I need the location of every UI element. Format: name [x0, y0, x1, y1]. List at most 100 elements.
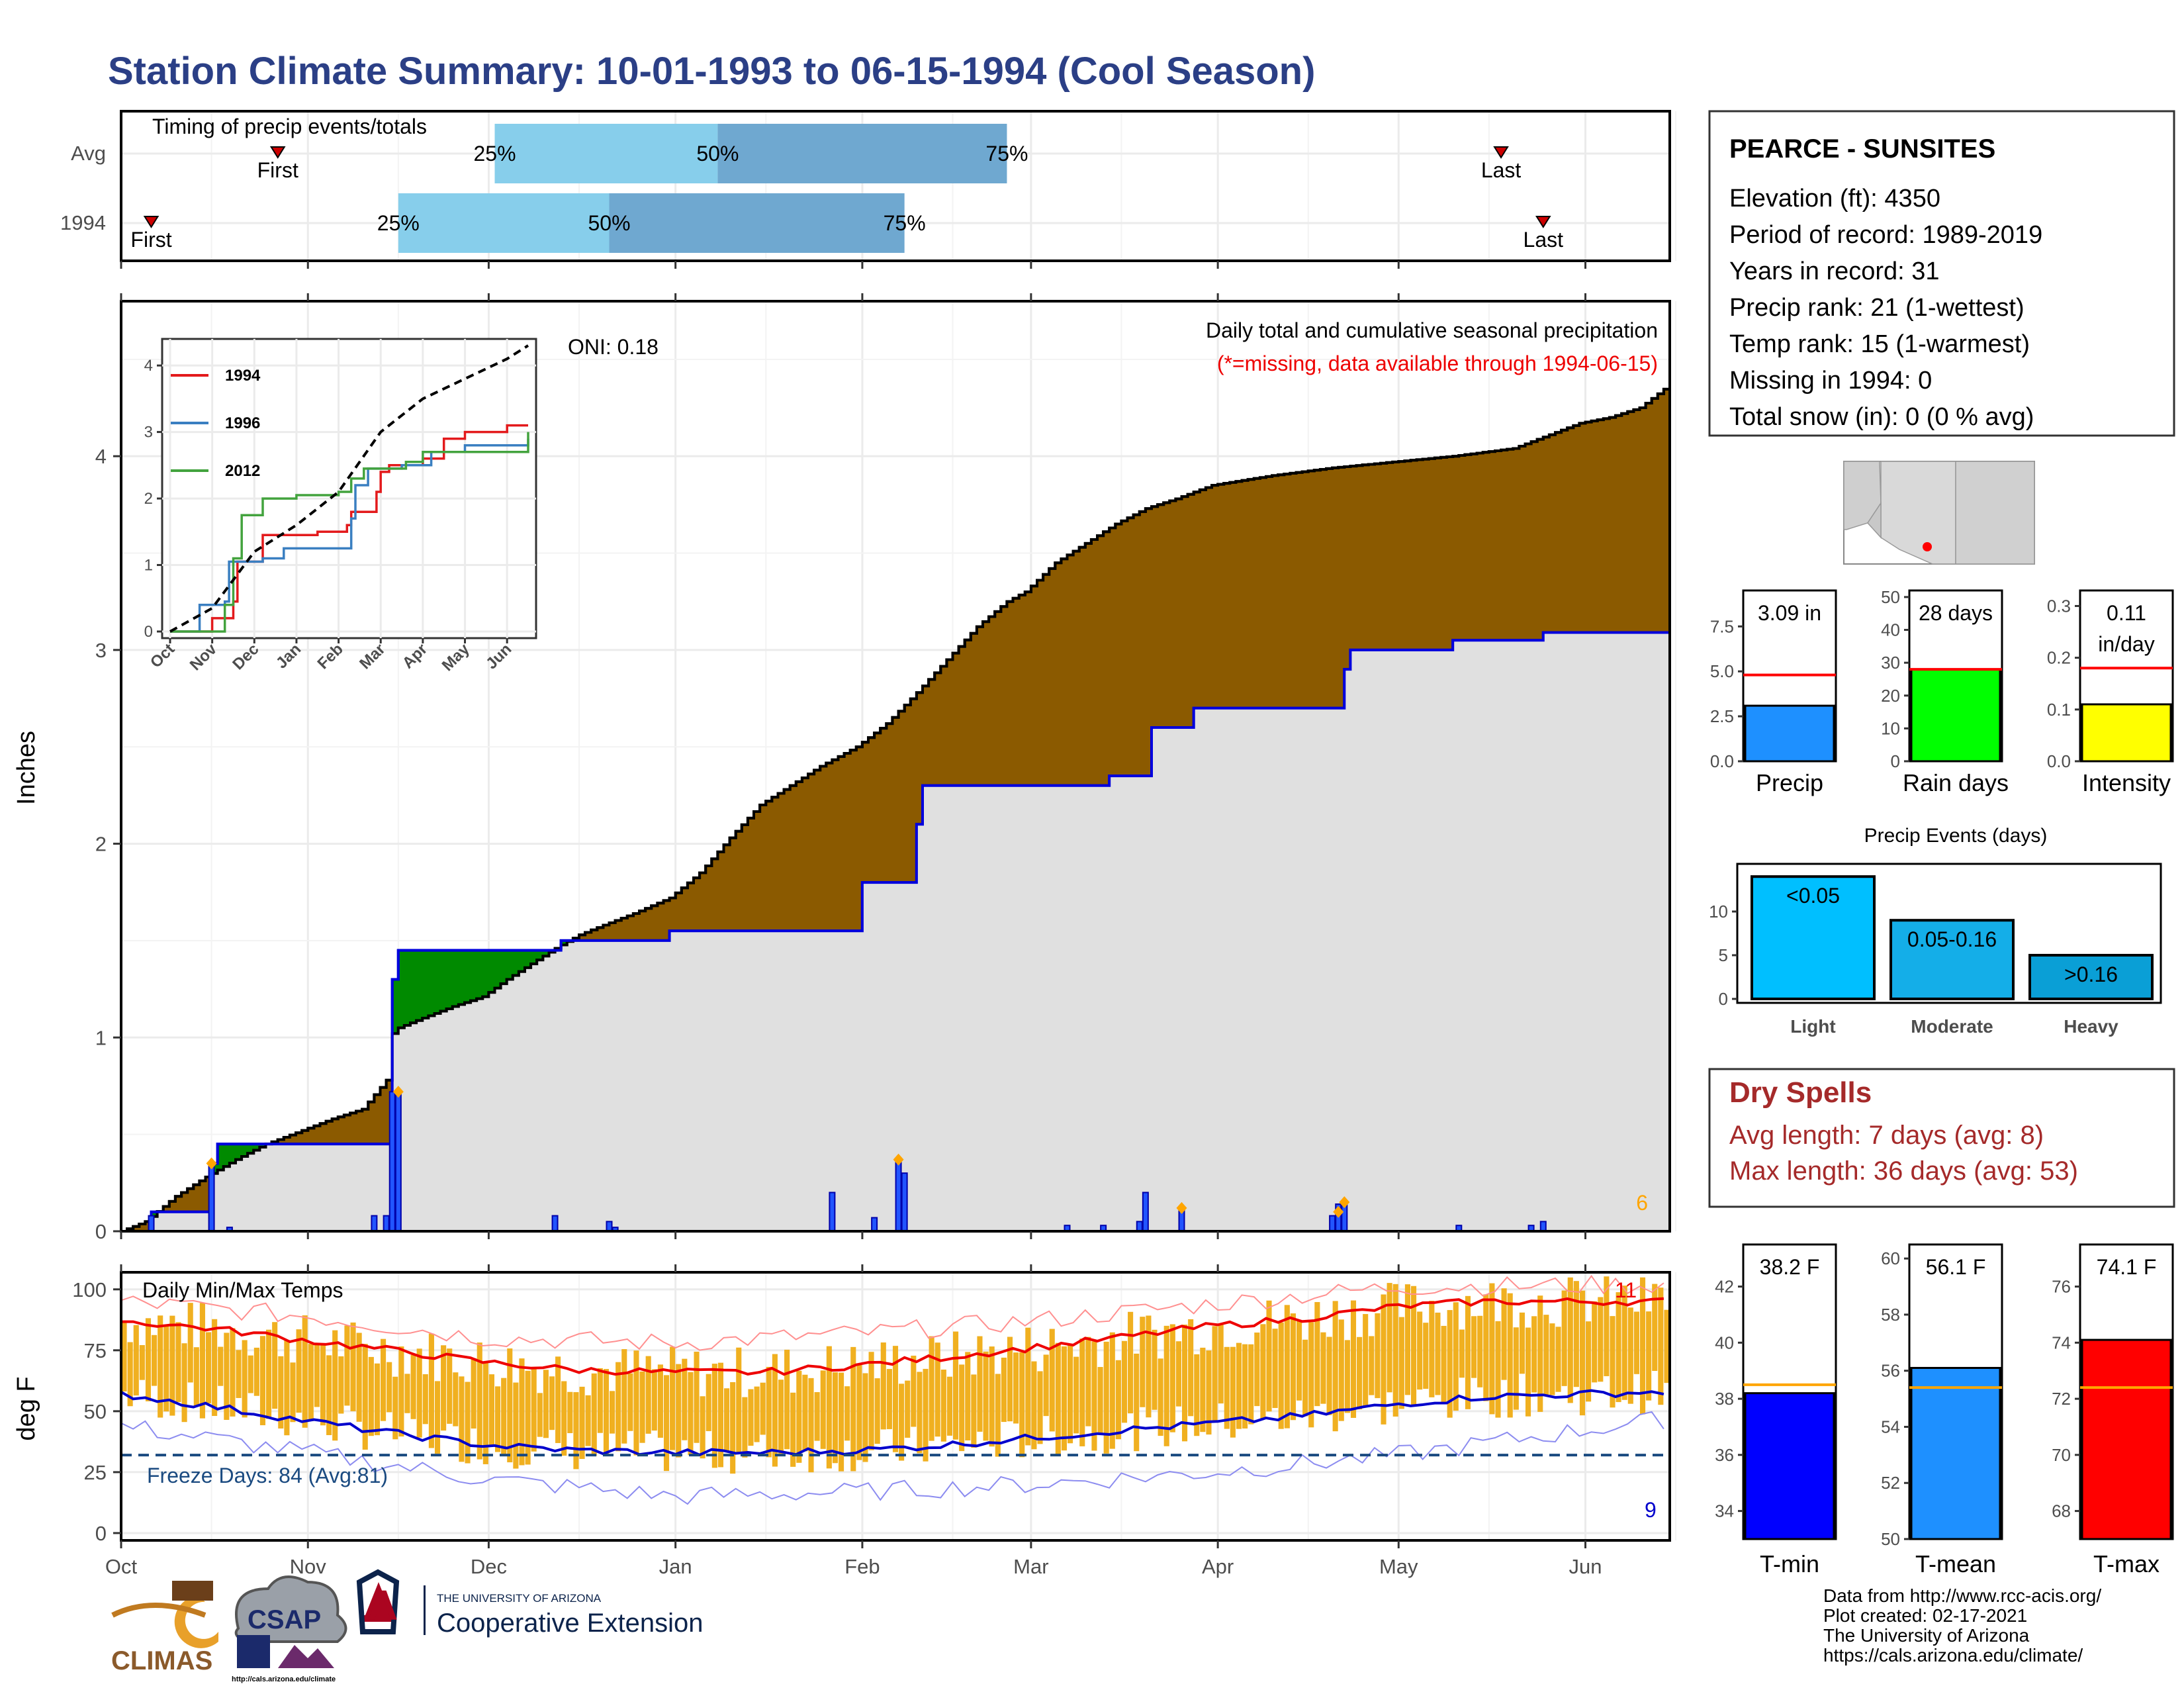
events-bar-label: <0.05: [1786, 884, 1840, 908]
daily-temp-bar: [1326, 1336, 1332, 1415]
temps-ytick-label: 50: [84, 1400, 107, 1423]
daily-temp-bar: [585, 1395, 591, 1446]
daily-temp-bar: [169, 1315, 175, 1416]
temps-ytick-label: 100: [72, 1278, 107, 1301]
temps-caption: Daily Min/Max Temps: [142, 1278, 343, 1302]
temps-xtick-label: Feb: [844, 1555, 880, 1578]
temps-xtick-label: Mar: [1013, 1555, 1048, 1578]
precip-marker: [1339, 1196, 1350, 1209]
daily-temp-bar: [121, 1321, 127, 1392]
temp-ytick-label: 42: [1715, 1277, 1734, 1297]
footer-credit-line: https://cals.arizona.edu/climate/: [1823, 1645, 2083, 1665]
daily-temp-bar: [1381, 1294, 1387, 1425]
station-info-line: Precip rank: 21 (1-wettest): [1729, 294, 2025, 322]
daily-precip-bar: [1329, 1215, 1336, 1233]
daily-temp-bar: [272, 1322, 278, 1409]
footer-credit-line: The University of Arizona: [1823, 1625, 2030, 1646]
daily-temp-bar: [477, 1342, 482, 1460]
temp-ytick-label: 56: [1881, 1361, 1900, 1381]
daily-temp-bar: [579, 1386, 585, 1459]
precip-ytick-label: 2: [95, 833, 107, 856]
inset-legend-label: 1994: [225, 367, 261, 385]
daily-temp-bar: [802, 1374, 808, 1452]
daily-temp-bar: [519, 1358, 525, 1466]
events-bar-label: 0.05-0.16: [1907, 927, 1997, 951]
daily-temp-bar: [1610, 1316, 1615, 1408]
timing-first-label: First: [257, 158, 298, 182]
temps-ylabel: deg F: [13, 1376, 40, 1440]
daily-temp-bar: [1615, 1292, 1621, 1403]
daily-temp-bar: [1194, 1354, 1200, 1436]
temps-xtick-label: Nov: [290, 1555, 327, 1578]
temp-bar-t-min: [1744, 1392, 1835, 1540]
daily-temp-bar: [1489, 1283, 1495, 1415]
daily-temp-bar: [1266, 1300, 1272, 1412]
precip-ytick-label: 3: [95, 639, 107, 662]
daily-temp-bar: [1471, 1316, 1477, 1378]
daily-temp-bar: [682, 1358, 688, 1440]
temp-value-label: 56.1 F: [1926, 1255, 1986, 1279]
daily-temp-bar: [1465, 1295, 1471, 1409]
daily-temp-bar: [1007, 1336, 1013, 1422]
daily-temp-bar: [1230, 1346, 1236, 1438]
record-min-line: [120, 1411, 1664, 1505]
timing-q75-label: 75%: [884, 211, 926, 235]
summary-ytick-label: 0.2: [2047, 648, 2071, 668]
events-bar-heavy: [2028, 954, 2154, 1000]
daily-temp-bar: [748, 1389, 754, 1446]
daily-temp-bar: [1290, 1313, 1296, 1421]
temps-ytick-label: 0: [95, 1522, 107, 1545]
temps-xtick-label: Jun: [1569, 1555, 1602, 1578]
precip-ytick-label: 0: [95, 1220, 107, 1243]
avg-max-line: [121, 1297, 1664, 1376]
daily-temp-bar: [1236, 1342, 1242, 1429]
daily-temp-bar: [1175, 1341, 1181, 1407]
daily-temp-bar: [248, 1355, 253, 1393]
daily-temp-bar: [1188, 1319, 1194, 1417]
timing-row-avg-label: Avg: [71, 142, 106, 165]
daily-temp-bar: [350, 1322, 356, 1411]
precip-ytick-label: 1: [95, 1026, 107, 1049]
summary-ytick-label: 2.5: [1710, 706, 1734, 726]
temp-category-label: T-max: [2093, 1550, 2160, 1577]
daily-temp-bar: [1586, 1321, 1592, 1402]
daily-temp-bar: [1375, 1313, 1381, 1399]
daily-temp-bar: [1537, 1295, 1543, 1412]
daily-temp-bar: [1573, 1281, 1579, 1387]
daily-temp-bar: [892, 1346, 899, 1452]
timing-bar-second-half: [609, 193, 905, 253]
csap-logo: CSAP http://cals.arizona.edu/climate: [232, 1575, 347, 1683]
temp-summary-bars: 34 36 38 40 42 38.2 F T-min 50 52 54 56 58 60 56.1 F T…: [1715, 1243, 2174, 1577]
daily-temp-bar: [1646, 1311, 1652, 1401]
daily-temp-bar: [1447, 1310, 1453, 1418]
daily-temp-bar: [688, 1372, 694, 1456]
daily-temp-bar: [1218, 1323, 1224, 1404]
daily-temp-bar: [278, 1356, 284, 1429]
temp-ytick-label: 50: [1881, 1529, 1900, 1549]
daily-temp-bar: [989, 1346, 995, 1447]
daily-temp-bar: [447, 1348, 453, 1424]
timing-q50-label: 50%: [696, 142, 739, 165]
daily-temp-bar: [1079, 1338, 1085, 1446]
timing-bar-first-half: [494, 124, 718, 183]
daily-temp-bar: [404, 1374, 410, 1413]
daily-temp-bar: [603, 1369, 610, 1455]
hot-day-count: 11: [1615, 1278, 1637, 1302]
daily-temp-bar: [778, 1380, 784, 1456]
daily-temp-bar: [820, 1370, 826, 1449]
daily-temp-bar: [410, 1354, 416, 1419]
station-location-marker: [1923, 542, 1932, 551]
daily-temp-bar: [145, 1318, 152, 1401]
daily-precip-bar: [551, 1215, 559, 1233]
daily-temp-bar: [495, 1386, 501, 1452]
temp-ytick-label: 52: [1881, 1473, 1900, 1493]
summary-value-label: 0.11: [2107, 601, 2146, 625]
daily-temp-bar: [1169, 1324, 1175, 1432]
daily-precip-bar: [871, 1217, 878, 1232]
temp-bar-t-max: [2081, 1338, 2172, 1540]
ua-small-text: THE UNIVERSITY OF ARIZONA: [437, 1592, 602, 1605]
daily-temp-bar: [1067, 1344, 1073, 1444]
daily-temp-bar: [645, 1356, 651, 1434]
daily-temp-bar: [441, 1345, 447, 1431]
